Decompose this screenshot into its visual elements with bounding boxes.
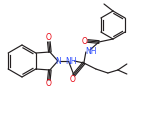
Text: O: O	[70, 76, 76, 85]
Text: NH: NH	[85, 46, 97, 56]
Text: O: O	[82, 36, 88, 46]
Text: O: O	[46, 80, 52, 88]
Text: NH: NH	[65, 56, 77, 66]
Text: O: O	[46, 34, 52, 42]
Text: N: N	[55, 56, 61, 66]
